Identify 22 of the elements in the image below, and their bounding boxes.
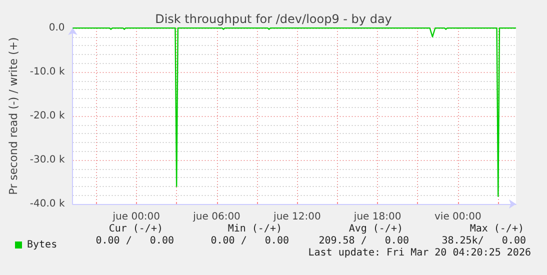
text: 0.00 / 0.00 <box>210 236 289 246</box>
text: Last update: Fri Mar 20 04:20:25 2026 <box>308 248 531 258</box>
y-tick-label: 0.0 <box>48 22 65 34</box>
x-tick-label: jue 00:00 <box>112 212 160 222</box>
text: 0.00 / 0.00 <box>96 236 174 246</box>
text: Min (-/+) <box>228 224 282 234</box>
text: Cur (-/+) <box>108 224 163 234</box>
x-tick-label: jue 18:00 <box>352 212 402 222</box>
chart-title: Disk throughput for /dev/loop9 - by day <box>155 12 392 26</box>
y-axis-title: Pr second read (-) / write (+) <box>7 37 20 195</box>
text: Max (-/+) <box>470 224 524 234</box>
text: 38.25k/ 0.00 <box>442 236 526 246</box>
legend-label: Bytes <box>27 240 58 250</box>
y-tick-label: -10.0 k <box>30 66 65 78</box>
x-tick-label: jue 12:00 <box>272 212 321 222</box>
y-tick-label: -20.0 k <box>30 110 65 122</box>
text: Avg (-/+) <box>348 224 403 234</box>
y-tick-label: -30.0 k <box>30 154 65 166</box>
y-tick-label: -40.0 k <box>30 198 65 210</box>
text: 209.58 / 0.00 <box>318 236 409 246</box>
x-tick-label: vie 00:00 <box>434 212 482 222</box>
x-tick-label: jue 06:00 <box>192 212 240 222</box>
